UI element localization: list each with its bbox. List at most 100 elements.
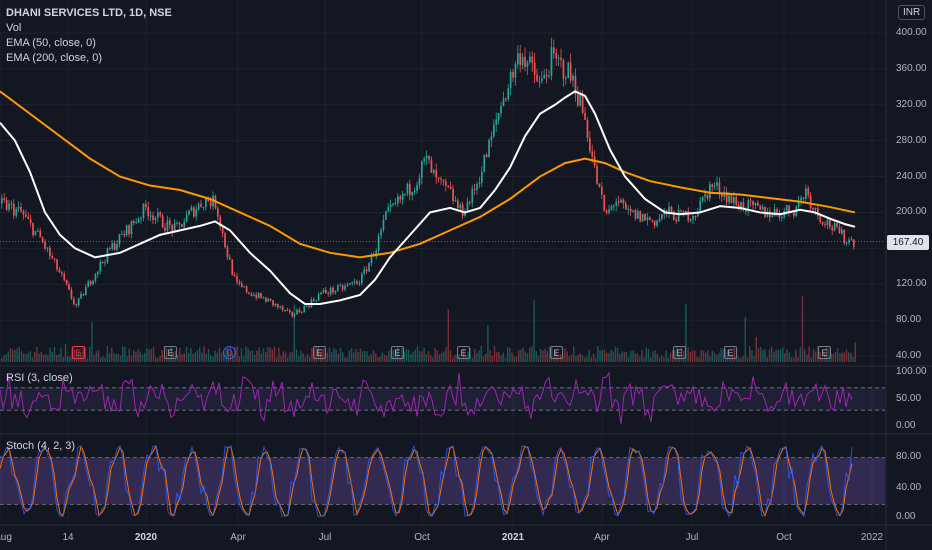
volume-bar xyxy=(663,357,665,362)
volume-bar xyxy=(740,357,742,362)
volume-bar xyxy=(493,346,496,362)
volume-bar xyxy=(760,347,762,362)
volume-bar xyxy=(584,357,586,362)
volume-bar xyxy=(12,349,14,362)
volume-bar xyxy=(713,352,716,362)
candle-body xyxy=(603,194,606,211)
stoch-k-line xyxy=(0,444,853,518)
event-marker[interactable]: E xyxy=(391,346,404,359)
candle-body xyxy=(267,298,270,302)
volume-bar xyxy=(181,354,183,362)
volume-bar xyxy=(214,350,216,362)
event-marker[interactable]: E xyxy=(550,346,563,359)
volume-bar xyxy=(106,346,108,362)
candle-body xyxy=(632,210,634,212)
candle-body xyxy=(313,299,315,301)
volume-bar xyxy=(485,353,487,362)
candle-body xyxy=(269,298,272,301)
candle-body xyxy=(358,283,361,285)
candle-body xyxy=(442,179,445,182)
time-tick-label: Apr xyxy=(230,532,246,543)
volume-bar xyxy=(507,347,509,362)
event-marker[interactable]: E xyxy=(72,346,85,359)
volume-bar xyxy=(443,351,445,362)
volume-bar xyxy=(467,352,469,362)
event-marker[interactable]: D xyxy=(223,346,236,359)
event-marker[interactable]: E xyxy=(457,346,470,359)
volume-bar xyxy=(23,353,25,362)
volume-bar xyxy=(658,357,661,362)
volume-bar xyxy=(315,347,317,362)
event-marker[interactable]: E xyxy=(724,346,737,359)
candle-body xyxy=(845,242,848,244)
candle-body xyxy=(411,191,414,196)
candle-body xyxy=(761,206,764,210)
stoch-tick-label: 40.00 xyxy=(896,482,922,493)
volume-bar xyxy=(537,355,540,362)
candle-body xyxy=(89,281,92,285)
volume-bar xyxy=(295,349,298,362)
candle-body xyxy=(531,56,534,63)
time-tick-label: Jul xyxy=(685,532,699,543)
currency-badge[interactable]: INR xyxy=(898,5,926,20)
volume-bar xyxy=(738,356,740,362)
candle-body xyxy=(341,285,344,290)
volume-bar xyxy=(311,347,313,362)
candle-body xyxy=(44,241,46,249)
volume-bar xyxy=(744,316,746,362)
volume-bar xyxy=(60,347,62,362)
volume-bar xyxy=(416,346,419,362)
candle-body xyxy=(617,201,620,203)
candle-body xyxy=(493,124,495,137)
candle-body xyxy=(87,281,90,288)
stoch-panel-label[interactable]: Stoch (4, 2, 3) xyxy=(6,440,76,452)
legend-ema200[interactable]: EMA (200, close, 0) xyxy=(6,52,102,64)
event-marker[interactable]: E xyxy=(673,346,686,359)
volume-bar xyxy=(742,355,744,362)
volume-bar xyxy=(302,353,304,362)
volume-bar xyxy=(689,351,691,362)
event-marker[interactable]: E xyxy=(313,346,326,359)
candle-body xyxy=(274,303,277,306)
volume-bar xyxy=(790,357,793,362)
candle-body xyxy=(656,220,658,226)
legend-ema50[interactable]: EMA (50, close, 0) xyxy=(6,37,96,49)
candle-body xyxy=(675,220,678,222)
volume-bar xyxy=(773,351,775,362)
candle-body xyxy=(409,183,411,196)
candle-body xyxy=(37,230,39,232)
symbol-title[interactable]: DHANI SERVICES LTD, 1D, NSE xyxy=(6,7,172,19)
volume-bar xyxy=(764,349,766,362)
candle-body xyxy=(517,53,519,65)
volume-bar xyxy=(273,346,276,362)
price-tick-label: 120.00 xyxy=(896,278,927,290)
candle-body xyxy=(495,119,498,125)
volume-bar xyxy=(434,347,436,362)
candle-body xyxy=(505,98,507,100)
price-tick-label: 40.00 xyxy=(896,350,922,361)
candle-body xyxy=(404,193,406,195)
candle-body xyxy=(145,203,147,208)
candle-body xyxy=(82,293,85,296)
volume-bar xyxy=(850,352,852,362)
candle-body xyxy=(697,212,699,217)
volume-bar xyxy=(779,349,782,362)
candle-body xyxy=(449,187,452,189)
candle-body xyxy=(740,202,742,210)
candle-body xyxy=(565,77,567,79)
volume-bar xyxy=(14,349,16,362)
candle-body xyxy=(457,200,459,209)
volume-bar xyxy=(733,347,735,362)
candle-body xyxy=(591,151,594,157)
volume-bar xyxy=(421,351,423,362)
volume-bar xyxy=(216,352,218,362)
legend-vol[interactable]: Vol xyxy=(6,22,22,34)
rsi-panel-label[interactable]: RSI (3, close) xyxy=(6,372,73,384)
event-marker[interactable]: E xyxy=(164,346,177,359)
candle-body xyxy=(461,204,464,216)
candle-body xyxy=(711,184,714,187)
volume-bar xyxy=(95,351,97,362)
volume-bar xyxy=(546,351,548,362)
event-marker[interactable]: E xyxy=(818,346,831,359)
